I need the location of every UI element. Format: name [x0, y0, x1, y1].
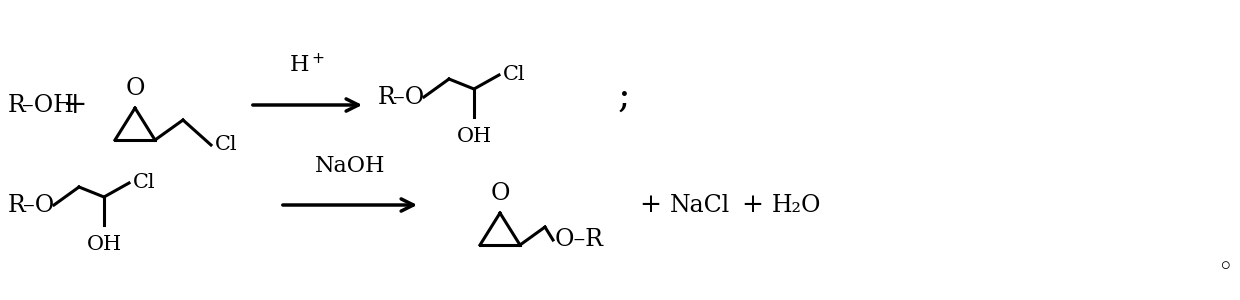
Text: –O: –O [24, 194, 55, 217]
Text: R: R [7, 194, 26, 217]
Text: H₂O: H₂O [773, 194, 821, 217]
Text: O–R: O–R [556, 229, 604, 251]
Text: NaOH: NaOH [315, 155, 386, 177]
Text: NaCl: NaCl [670, 194, 730, 217]
Text: ◦: ◦ [1218, 255, 1233, 280]
Text: –OH: –OH [22, 94, 73, 116]
Text: +: + [742, 193, 763, 217]
Text: –O: –O [393, 85, 424, 109]
Text: O: O [490, 182, 510, 205]
Text: OH: OH [456, 127, 491, 146]
Text: OH: OH [87, 235, 122, 254]
Text: H$^+$: H$^+$ [289, 54, 325, 77]
Text: R: R [378, 85, 396, 109]
Text: O: O [125, 77, 145, 100]
Text: +: + [639, 193, 661, 217]
Text: Cl: Cl [215, 136, 238, 154]
Text: R: R [7, 94, 26, 116]
Text: ;: ; [618, 79, 631, 115]
Text: Cl: Cl [503, 65, 526, 85]
Text: +: + [63, 91, 87, 119]
Text: Cl: Cl [133, 173, 156, 193]
